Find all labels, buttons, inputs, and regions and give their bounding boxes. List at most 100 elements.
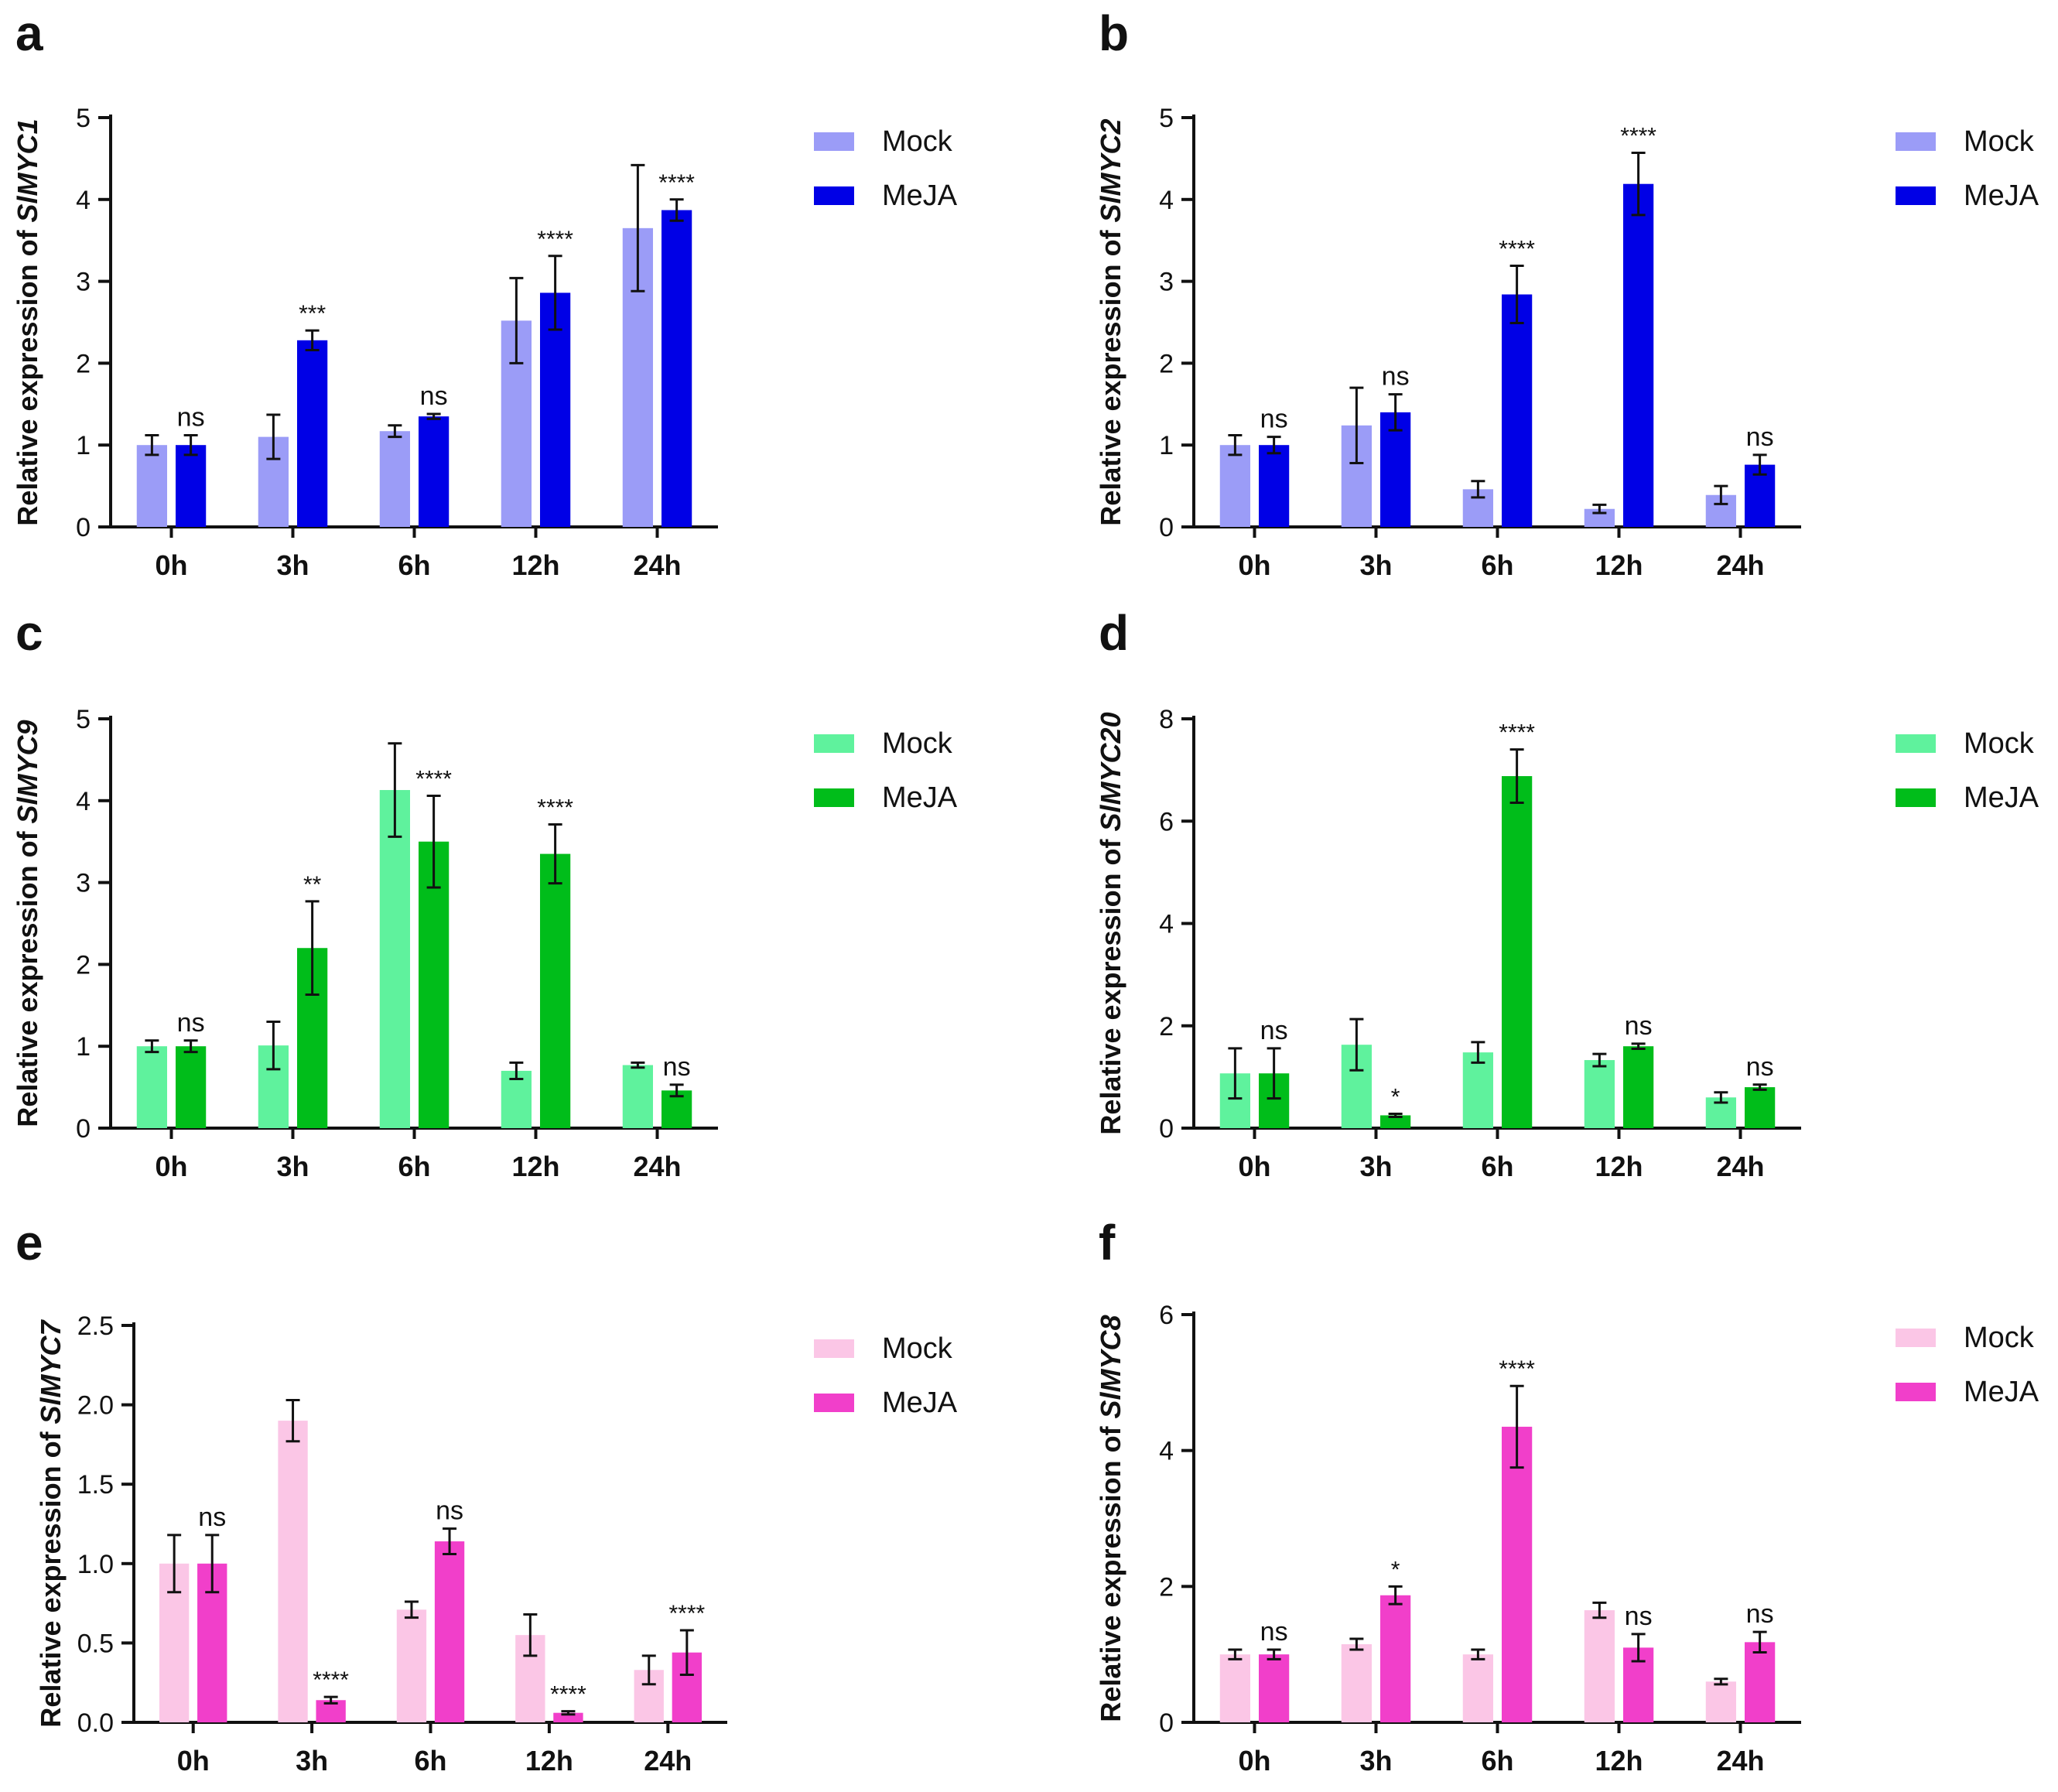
bar-meja-6h [418, 416, 450, 527]
bar-meja-0h [1258, 1654, 1290, 1722]
panel-f: f 0 2 4 6 Relative expression of SlMYC8 0h ns 3h… [1095, 1215, 2039, 1777]
legend-swatch-meja [1896, 788, 1936, 807]
x-tick-label: 3h [296, 1745, 328, 1777]
legend-label-meja: MeJA [1964, 781, 2039, 814]
y-tick-label: 2 [76, 950, 91, 980]
significance-label: ns [198, 1503, 226, 1532]
bar-mock-12h [1584, 508, 1615, 527]
y-tick-label: 8 [1159, 705, 1174, 734]
bar-meja-12h [553, 1712, 583, 1722]
significance-label: ns [1260, 1016, 1288, 1045]
y-tick-label: 0 [76, 1114, 91, 1144]
legend-swatch-meja [814, 1394, 854, 1412]
bar-mock-0h [1219, 445, 1251, 527]
x-tick-label: 3h [1359, 1745, 1392, 1777]
x-tick-label: 3h [276, 549, 309, 581]
significance-label: ns [1625, 1602, 1653, 1631]
y-axis-label-prefix: Relative expression of [1095, 222, 1126, 525]
x-tick-label: 6h [1481, 549, 1513, 581]
bar-mock-0h [1219, 1654, 1251, 1722]
bar-meja-24h [1744, 1642, 1776, 1722]
bar-mock-6h [379, 790, 411, 1128]
y-axis-label: Relative expression of SlMYC9 [12, 720, 43, 1127]
y-axis-label-gene: SlMYC1 [12, 118, 43, 222]
x-tick-label: 6h [398, 1151, 430, 1182]
bar-mock-6h [396, 1609, 427, 1722]
bar-meja-6h [434, 1541, 465, 1722]
significance-label: **** [537, 227, 573, 252]
bar-meja-0h [175, 1046, 207, 1128]
x-tick-label: 0h [177, 1745, 210, 1777]
y-axis-label-prefix: Relative expression of [12, 823, 43, 1127]
bar-meja-12h [1622, 183, 1654, 527]
legend-swatch-mock [1896, 734, 1936, 753]
significance-label: ns [177, 1008, 205, 1038]
x-tick-label: 3h [276, 1151, 309, 1182]
panel-c: c 0 1 2 3 4 5 Relative expression of SlMYC9 0h ns… [12, 605, 958, 1182]
bar-meja-6h [418, 841, 450, 1128]
significance-label: ns [1382, 362, 1410, 392]
bar-mock-3h [1341, 1643, 1373, 1722]
y-axis-label-gene: SlMYC2 [1095, 118, 1126, 222]
significance-label: ns [1625, 1011, 1653, 1041]
significance-label: ns [1746, 1052, 1774, 1082]
y-tick-label: 0 [76, 513, 91, 542]
bar-meja-12h [539, 853, 571, 1128]
y-tick-label: 5 [1159, 104, 1174, 133]
significance-label: ns [436, 1496, 463, 1526]
y-axis-label-gene: SlMYC7 [35, 1318, 67, 1424]
y-axis-label: Relative expression of SlMYC2 [1095, 118, 1126, 525]
legend-label-mock: Mock [882, 125, 953, 158]
y-tick-label: 3 [76, 268, 91, 297]
y-tick-label: 1 [76, 1032, 91, 1062]
y-tick-label: 4 [1159, 910, 1174, 939]
bar-mock-12h [1584, 1060, 1615, 1128]
x-tick-label: 12h [1595, 1151, 1643, 1182]
legend-swatch-mock [1896, 1329, 1936, 1347]
bar-meja-24h [1744, 1087, 1776, 1128]
significance-label: **** [1620, 123, 1656, 149]
bar-mock-24h [622, 1065, 654, 1128]
significance-label: ns [1746, 422, 1774, 452]
x-tick-label: 12h [511, 1151, 559, 1182]
y-tick-label: 2.0 [77, 1391, 114, 1421]
y-tick-label: 1 [1159, 431, 1174, 460]
legend-swatch-meja [814, 186, 854, 205]
x-tick-label: 0h [1238, 549, 1270, 581]
legend-label-mock: Mock [1964, 727, 2035, 760]
significance-label: ns [177, 403, 205, 433]
bar-mock-12h [501, 1070, 532, 1128]
legend-label-meja: MeJA [1964, 180, 2039, 212]
legend-label-mock: Mock [882, 1332, 953, 1365]
y-tick-label: 2 [1159, 349, 1174, 378]
y-tick-label: 3 [1159, 268, 1174, 297]
panel-label: d [1099, 605, 1129, 661]
y-tick-label: 2 [1159, 1572, 1174, 1602]
panel-b: b 0 1 2 3 4 5 Relative expression of SlMYC2 0h ns… [1095, 5, 2039, 581]
y-tick-label: 0 [1159, 513, 1174, 542]
significance-label: **** [550, 1682, 586, 1708]
significance-label: ** [303, 872, 322, 898]
panel-label: c [15, 605, 43, 661]
x-tick-label: 0h [155, 549, 187, 581]
x-tick-label: 6h [398, 549, 430, 581]
significance-label: ns [420, 381, 448, 411]
bar-meja-12h [539, 292, 571, 527]
legend-swatch-mock [814, 132, 854, 151]
significance-label: **** [313, 1667, 349, 1693]
y-tick-label: 0 [1159, 1114, 1174, 1144]
x-tick-label: 6h [1481, 1745, 1513, 1777]
significance-label: ns [1260, 1617, 1288, 1647]
x-tick-label: 24h [1716, 1745, 1764, 1777]
legend-label-meja: MeJA [882, 180, 958, 212]
y-axis-label-gene: SlMYC20 [1095, 712, 1126, 831]
legend-swatch-meja [814, 788, 854, 807]
bar-mock-6h [1462, 1052, 1494, 1128]
bar-mock-3h [278, 1421, 308, 1722]
bar-meja-6h [1501, 294, 1533, 527]
significance-label: * [1391, 1557, 1400, 1582]
legend-label-meja: MeJA [1964, 1376, 2039, 1408]
legend-label-mock: Mock [882, 727, 953, 760]
y-axis-label-prefix: Relative expression of [1095, 1418, 1126, 1722]
